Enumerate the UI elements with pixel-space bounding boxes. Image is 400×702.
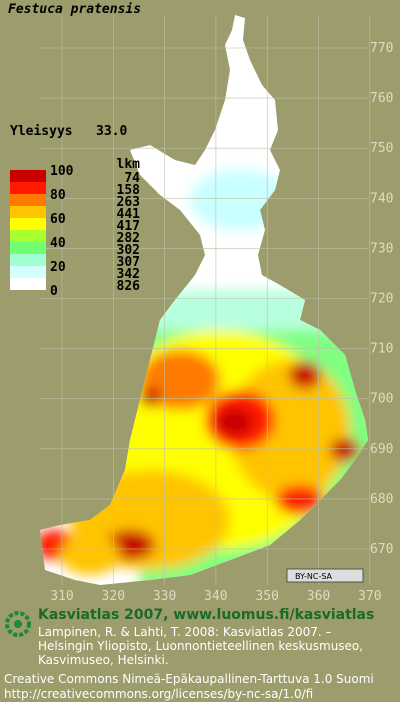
- legend-swatch: [10, 182, 46, 194]
- citation: Helsingin Yliopisto, Luonnontieteellinen…: [38, 639, 363, 653]
- northing-label: 710: [370, 342, 393, 357]
- license: Creative Commons Nimeä-Epäkaupallinen-Ta…: [4, 672, 374, 686]
- map-area: [40, 15, 368, 585]
- easting-label: 320: [102, 589, 125, 604]
- legend-swatch: [10, 278, 46, 290]
- legend-count: 263: [117, 195, 140, 210]
- citation: Lampinen, R. & Lahti, T. 2008: Kasviatla…: [38, 625, 332, 639]
- footer-title: Kasviatlas 2007, www.luomus.fi/kasviatla…: [38, 607, 374, 623]
- legend-swatch: [10, 206, 46, 218]
- legend-count: 417: [117, 219, 140, 234]
- legend-count: 307: [117, 255, 140, 270]
- easting-label: 350: [255, 589, 278, 604]
- northing-label: 700: [370, 392, 393, 407]
- legend-swatch: [10, 194, 46, 206]
- northing-label: 760: [370, 91, 393, 106]
- northing-label: 770: [370, 41, 393, 56]
- frequency-label: Yleisyys: [10, 124, 73, 139]
- legend-swatch: [10, 266, 46, 278]
- legend-count: 342: [117, 267, 140, 282]
- northing-label: 740: [370, 191, 393, 206]
- legend-scale-label: 20: [50, 260, 66, 275]
- legend-scale-label: 40: [50, 236, 66, 251]
- northing-label: 730: [370, 241, 393, 256]
- license-badge: [286, 568, 364, 583]
- easting-label: 310: [50, 589, 73, 604]
- grid: [40, 15, 371, 585]
- easting-label: 370: [358, 589, 381, 604]
- northing-label: 670: [370, 542, 393, 557]
- legend-count: 826: [117, 279, 141, 294]
- legend-count: 441: [117, 207, 141, 222]
- legend-scale-label: 0: [50, 284, 58, 299]
- title: Festuca pratensis: [8, 2, 141, 17]
- citation: Kasvimuseo, Helsinki.: [38, 653, 169, 667]
- legend-scale-label: 100: [50, 164, 74, 179]
- legend-count: 74: [124, 171, 140, 186]
- northing-label: 680: [370, 492, 393, 507]
- easting-label: 340: [204, 589, 227, 604]
- northing-label: 720: [370, 292, 393, 307]
- northing-label: 750: [370, 141, 393, 156]
- logo: [5, 611, 31, 637]
- legend-swatch: [10, 242, 46, 254]
- legend-count: 158: [117, 183, 141, 198]
- easting-label: 360: [307, 589, 330, 604]
- license: http://creativecommons.org/licenses/by-n…: [4, 687, 313, 701]
- northing-label: 690: [370, 442, 393, 457]
- legend-count: 282: [117, 231, 140, 246]
- legend-count: 302: [117, 243, 140, 258]
- license-badge-text: BY-NC-SA: [295, 572, 333, 581]
- frequency-value: 33.0: [96, 124, 127, 139]
- legend-swatch: [10, 170, 46, 182]
- legend-swatch: [10, 230, 46, 242]
- legend-scale-label: 80: [50, 188, 66, 203]
- count-header: lkm: [117, 157, 141, 172]
- legend-swatch: [10, 254, 46, 266]
- legend-scale-label: 60: [50, 212, 66, 227]
- legend-swatch: [10, 218, 46, 230]
- easting-label: 330: [153, 589, 176, 604]
